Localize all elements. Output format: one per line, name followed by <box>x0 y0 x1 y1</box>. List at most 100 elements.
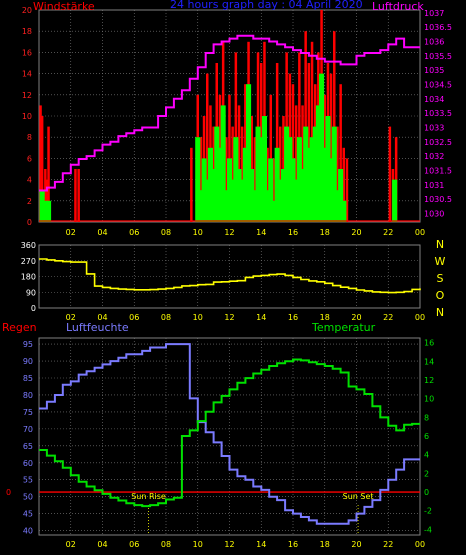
wind-average-bar <box>315 105 321 222</box>
wind-gust-bar <box>47 126 50 222</box>
wind-average-bar <box>280 169 286 222</box>
sunset-label: Sun Set <box>343 492 374 501</box>
time-tick-label: 22 <box>383 228 393 237</box>
wind-gust-bar <box>272 158 276 222</box>
humidity-tick-label: 80 <box>23 391 33 400</box>
wind-average-bar <box>309 137 315 222</box>
temperature-tick-label: -2 <box>424 507 432 516</box>
time-tick-label: 20 <box>351 313 361 322</box>
temperature-tick-label: 10 <box>424 395 434 404</box>
compass-label: W <box>435 255 446 268</box>
sunrise-label: Sun Rise <box>131 492 166 501</box>
humidity-tick-label: 50 <box>23 493 33 502</box>
time-tick-label: 16 <box>288 540 298 549</box>
pressure-tick-label: 1032.5 <box>424 138 452 147</box>
wind-average-bar <box>211 169 217 222</box>
time-tick-label: 18 <box>320 228 330 237</box>
wind-average-bar <box>198 190 204 222</box>
graph-title: 24 hours graph day : 04 April 2020 <box>170 0 363 11</box>
wind-average-bar <box>252 190 258 222</box>
time-tick-label: 10 <box>193 228 203 237</box>
wind-average-bar <box>239 179 245 222</box>
time-tick-label: 16 <box>288 228 298 237</box>
wind-average-bar <box>217 147 223 222</box>
wind-gust-bar <box>39 105 42 222</box>
wind-gust-bar <box>388 126 392 222</box>
wind-tick-label: 8 <box>27 133 32 142</box>
wind-axis-label: Windstärke <box>33 0 95 13</box>
wind-tick-label: 16 <box>22 48 32 57</box>
wind-average-bar <box>293 179 299 222</box>
pressure-tick-label: 1035 <box>424 66 444 75</box>
pressure-tick-label: 1031 <box>424 181 444 190</box>
time-tick-label: 20 <box>351 228 361 237</box>
time-tick-label: 08 <box>161 540 171 549</box>
wind-tick-label: 20 <box>22 6 32 15</box>
wind-tick-label: 4 <box>27 176 32 185</box>
wind-average-bar <box>271 200 277 222</box>
time-tick-label: 02 <box>66 228 76 237</box>
wind-average-bar <box>220 105 226 222</box>
wind-tick-label: 6 <box>27 154 32 163</box>
wind-average-bar <box>331 126 337 222</box>
time-tick-label: 06 <box>129 228 139 237</box>
temperature-tick-label: 2 <box>424 469 429 478</box>
wind-average-bar <box>255 126 261 222</box>
pressure-tick-label: 1035.5 <box>424 52 452 61</box>
time-tick-label: 18 <box>320 540 330 549</box>
time-tick-label: 00 <box>415 228 425 237</box>
wind-gust-bar <box>342 147 345 222</box>
rain-axis-label: Regen <box>2 321 37 334</box>
pressure-tick-label: 1031.5 <box>424 166 452 175</box>
pressure-tick-label: 1032 <box>424 152 444 161</box>
time-tick-label: 10 <box>193 540 203 549</box>
time-tick-label: 00 <box>415 313 425 322</box>
humidity-tick-label: 45 <box>23 510 33 519</box>
wind-average-bar <box>322 147 328 222</box>
temperature-tick-label: 16 <box>424 339 434 348</box>
time-tick-label: 10 <box>193 313 203 322</box>
wind-average-bar <box>300 169 306 222</box>
time-tick-label: 12 <box>224 540 234 549</box>
temperature-tick-label: 14 <box>424 357 434 366</box>
wind-average-bar <box>334 190 340 222</box>
time-tick-label: 14 <box>256 313 266 322</box>
wind-average-bar <box>204 179 210 222</box>
wind-gust-bar <box>44 169 47 222</box>
time-tick-label: 20 <box>351 540 361 549</box>
time-tick-label: 22 <box>383 540 393 549</box>
wind-average-bar <box>303 126 309 222</box>
pressure-tick-label: 1034.5 <box>424 80 452 89</box>
pressure-tick-label: 1036.5 <box>424 23 452 32</box>
pressure-tick-label: 1030 <box>424 209 444 218</box>
wind-average-bar <box>328 158 334 222</box>
time-tick-label: 04 <box>97 313 107 322</box>
humidity-tick-label: 85 <box>23 374 33 383</box>
humidity-tick-label: 60 <box>23 459 33 468</box>
temperature-tick-label: 8 <box>424 413 429 422</box>
pressure-tick-label: 1036 <box>424 38 444 47</box>
direction-tick-label: 180 <box>21 273 36 282</box>
direction-tick-label: 360 <box>21 241 36 250</box>
humidity-tick-label: 95 <box>23 340 33 349</box>
time-tick-label: 22 <box>383 313 393 322</box>
humidity-tick-label: 65 <box>23 442 33 451</box>
time-tick-label: 12 <box>224 228 234 237</box>
wind-average-bar <box>233 137 239 222</box>
temperature-axis-label: Temperatur <box>311 321 376 334</box>
wind-gust-bar <box>329 73 333 222</box>
wind-average-bar <box>42 200 48 222</box>
wind-average-bar <box>249 169 255 222</box>
wind-average-bar <box>46 200 52 222</box>
wind-gust-bar <box>240 126 244 222</box>
pressure-axis-label: Luftdruck <box>372 0 424 13</box>
wind-average-bar <box>246 84 252 222</box>
humidity-tick-label: 75 <box>23 408 33 417</box>
rain-tick-label: 0 <box>6 488 11 497</box>
wind-gust-bar <box>199 137 203 222</box>
wind-average-bar <box>338 169 344 222</box>
temperature-tick-label: 12 <box>424 376 434 385</box>
wind-tick-label: 14 <box>22 70 32 79</box>
wind-average-bar <box>341 200 347 222</box>
